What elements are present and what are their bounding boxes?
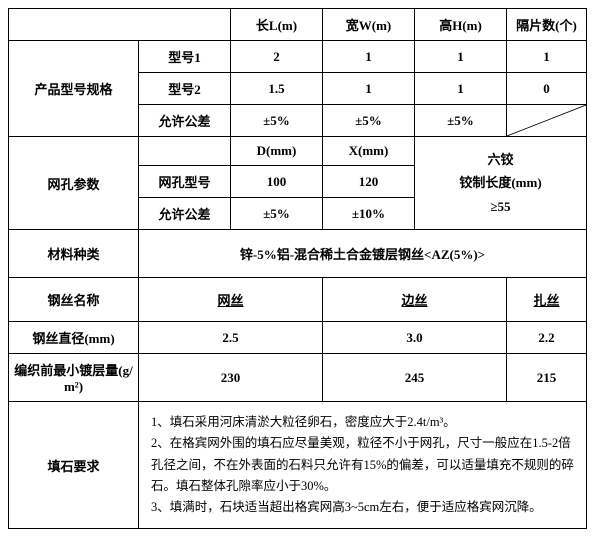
hdr-wid: 宽W(m) bbox=[323, 9, 415, 41]
spec-tol-L: ±5% bbox=[231, 105, 323, 137]
wire-coat-tie: 215 bbox=[507, 354, 587, 402]
spec-tol-label: 允许公差 bbox=[139, 105, 231, 137]
material-value: 锌-5%铝-混合稀土合金镀层钢丝<AZ(5%)> bbox=[139, 230, 587, 278]
spec-model2-H: 1 bbox=[415, 73, 507, 105]
mesh-X-hdr: X(mm) bbox=[323, 137, 415, 166]
mesh-tol-label: 允许公差 bbox=[139, 198, 231, 230]
hinge-len: 铰制长度(mm) bbox=[419, 171, 582, 194]
mesh-model-D: 100 bbox=[231, 166, 323, 198]
spec-model1-spacer: 1 bbox=[507, 41, 587, 73]
spec-label: 产品型号规格 bbox=[9, 41, 139, 137]
hinge-val: ≥55 bbox=[419, 195, 582, 218]
fill-l3: 3、填满时，石块适当超出格宾网高3~5cm左右，便于适应格宾网沉降。 bbox=[151, 497, 574, 518]
spec-model2-spacer: 0 bbox=[507, 73, 587, 105]
mesh-blank bbox=[139, 137, 231, 166]
mesh-hinge: 六铰 铰制长度(mm) ≥55 bbox=[415, 137, 587, 230]
spec-tol-W: ±5% bbox=[323, 105, 415, 137]
wire-edge: 边丝 bbox=[323, 278, 507, 322]
spec-model1-H: 1 bbox=[415, 41, 507, 73]
spec-model1-label: 型号1 bbox=[139, 41, 231, 73]
wire-dia-mesh: 2.5 bbox=[139, 322, 323, 354]
wire-coat-mesh: 230 bbox=[139, 354, 323, 402]
spec-model2-L: 1.5 bbox=[231, 73, 323, 105]
mesh-D-hdr: D(mm) bbox=[231, 137, 323, 166]
spec-tol-spacer-diag bbox=[507, 105, 587, 137]
hdr-len: 长L(m) bbox=[231, 9, 323, 41]
spec-model1-L: 2 bbox=[231, 41, 323, 73]
mesh-model-label: 网孔型号 bbox=[139, 166, 231, 198]
wire-mesh: 网丝 bbox=[139, 278, 323, 322]
mesh-tol-D: ±5% bbox=[231, 198, 323, 230]
wire-dia-edge: 3.0 bbox=[323, 322, 507, 354]
mesh-label: 网孔参数 bbox=[9, 137, 139, 230]
wire-tie: 扎丝 bbox=[507, 278, 587, 322]
hdr-height: 高H(m) bbox=[415, 9, 507, 41]
wire-dia-label: 钢丝直径(mm) bbox=[9, 322, 139, 354]
spec-tol-H: ±5% bbox=[415, 105, 507, 137]
fill-l2: 2、在格宾网外围的填石应尽量美观，粒径不小于网孔，尺寸一般应在1.5-2倍孔径之… bbox=[151, 433, 574, 497]
material-label: 材料种类 bbox=[9, 230, 139, 278]
hdr-spacer: 隔片数(个) bbox=[507, 9, 587, 41]
hinge-title: 六铰 bbox=[419, 148, 582, 171]
wire-dia-tie: 2.2 bbox=[507, 322, 587, 354]
blank-top-left bbox=[9, 9, 231, 41]
fill-req: 1、填石采用河床清淤大粒径卵石，密度应大于2.4t/m³。 2、在格宾网外围的填… bbox=[139, 402, 587, 529]
wire-coat-label: 编织前最小镀层量(g/m²) bbox=[9, 354, 139, 402]
spec-model1-W: 1 bbox=[323, 41, 415, 73]
fill-label: 填石要求 bbox=[9, 402, 139, 529]
spec-model2-label: 型号2 bbox=[139, 73, 231, 105]
mesh-tol-X: ±10% bbox=[323, 198, 415, 230]
mesh-model-X: 120 bbox=[323, 166, 415, 198]
wire-coat-edge: 245 bbox=[323, 354, 507, 402]
wire-name-label: 钢丝名称 bbox=[9, 278, 139, 322]
fill-l1: 1、填石采用河床清淤大粒径卵石，密度应大于2.4t/m³。 bbox=[151, 412, 574, 433]
spec-model2-W: 1 bbox=[323, 73, 415, 105]
